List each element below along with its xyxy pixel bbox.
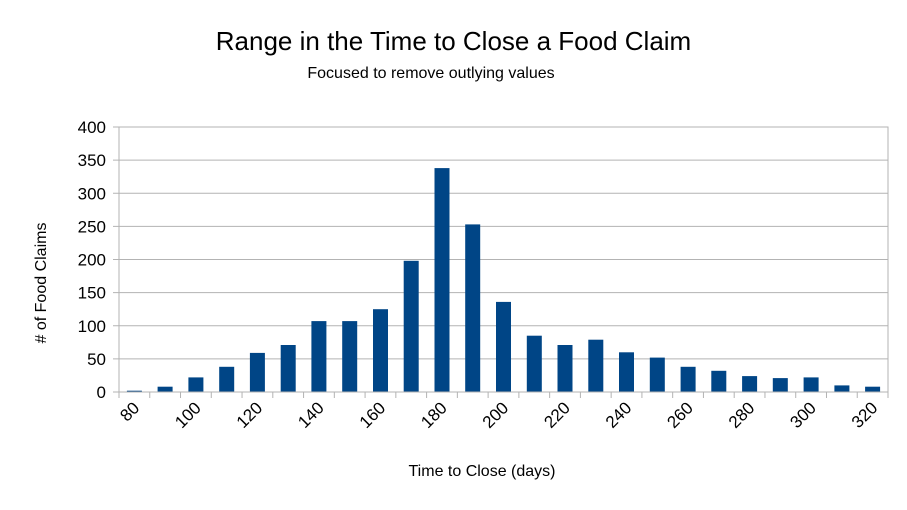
bar [649,357,665,392]
bar [373,309,388,392]
x-axis-title: Time to Close (days) [409,463,556,480]
y-tick-labels: 0 50 100 150 200 250 300 350 400 [78,118,106,402]
y-tick-label: 250 [78,217,106,236]
bar [496,301,511,392]
x-tick-label: 140 [294,398,327,431]
x-tick-label: 320 [848,398,881,431]
x-tick-label: 240 [602,398,635,431]
x-tick-label: 200 [479,398,512,431]
y-tick-label: 150 [78,284,106,303]
bar [526,335,542,392]
y-tick-label: 100 [78,317,106,336]
x-tick-label: 180 [417,398,450,431]
x-tick-label: 80 [116,398,143,425]
x-tick-labels: 80 100 120 140 160 180 200 220 240 260 280 300 320 [116,398,881,432]
bar [188,377,204,392]
y-tick-label: 350 [78,151,106,170]
x-tick-label: 100 [171,398,204,431]
bar [619,352,634,393]
bar [249,352,265,392]
x-tick-label: 220 [540,398,573,431]
y-tick-label: 200 [78,251,106,270]
bar [157,386,173,392]
y-tick-label: 300 [78,184,106,203]
bar [588,339,604,392]
axes [113,126,889,398]
bar [434,168,450,392]
bar [219,366,235,392]
x-tick-label: 280 [725,398,758,431]
bar [865,386,881,392]
x-tick-label: 120 [233,398,266,431]
x-tick-label: 160 [356,398,389,431]
bar [803,377,819,392]
bar [465,224,481,392]
chart-subtitle: Focused to remove outlying values [307,65,555,82]
bar [280,345,296,392]
y-tick-label: 50 [87,350,106,369]
x-tick-label: 260 [663,398,696,431]
bar [772,378,788,392]
plot-frame [118,126,889,393]
bar [680,366,696,392]
x-tick-label: 300 [786,398,819,431]
bar [742,376,758,392]
bar [311,321,327,392]
chart-title: Range in the Time to Close a Food Claim [215,26,692,56]
bar [834,385,850,392]
bar [403,260,419,392]
bar [557,345,573,392]
bar [711,370,727,392]
bars [126,168,881,393]
bar [126,390,142,392]
y-axis-title: # of Food Claims [33,223,50,344]
y-tick-label: 0 [97,383,106,402]
y-tick-label: 400 [78,118,106,137]
bar [342,321,358,392]
